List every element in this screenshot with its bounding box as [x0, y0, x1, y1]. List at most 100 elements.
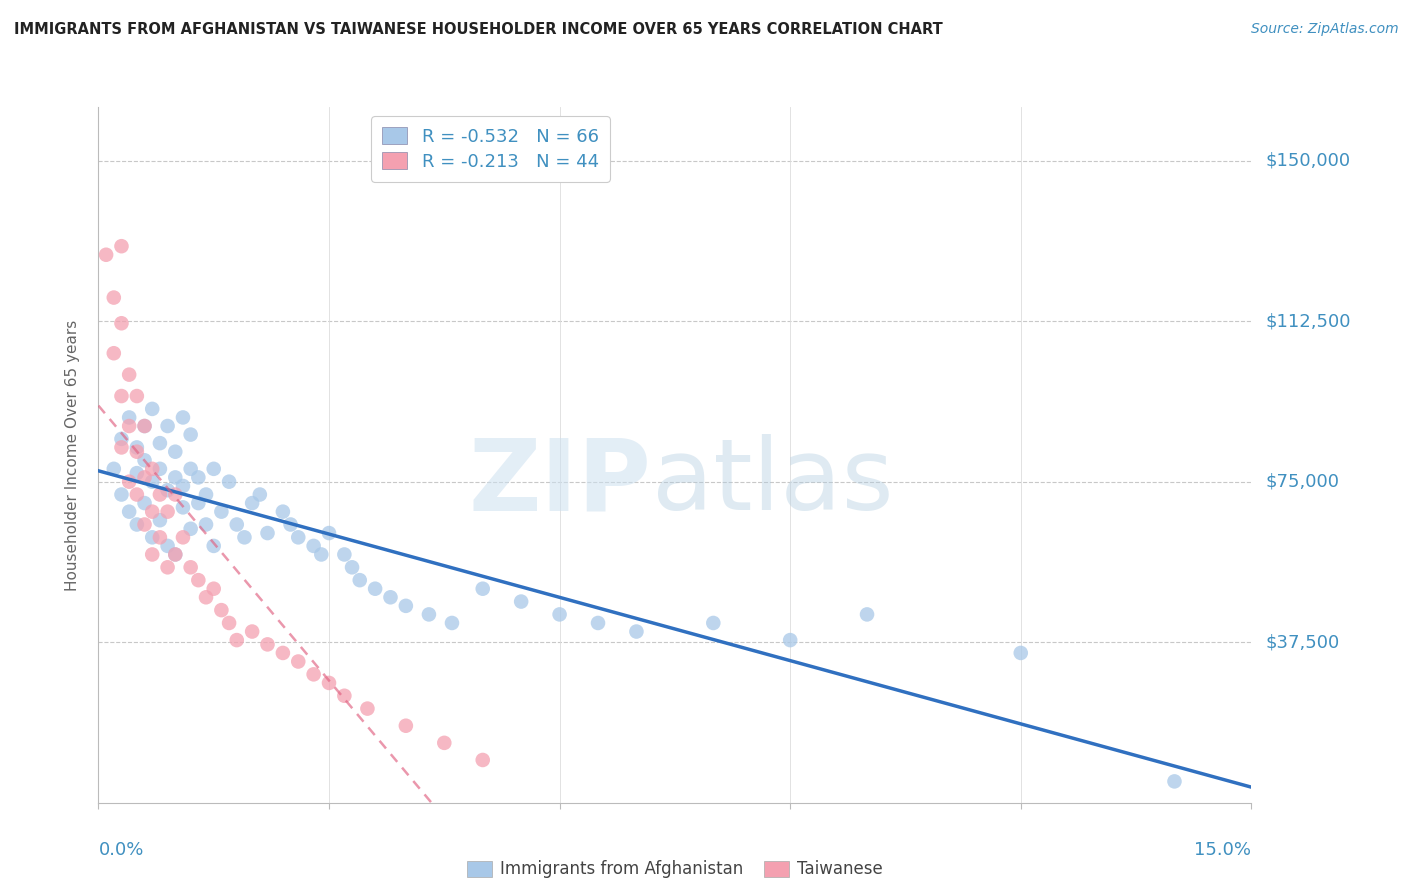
Point: [110, 441, 132, 455]
Point: [141, 401, 163, 416]
Point: [118, 419, 141, 434]
Point: [156, 483, 179, 498]
Point: [287, 655, 309, 669]
Point: [94, 248, 117, 262]
Point: [418, 607, 440, 622]
Point: [180, 427, 202, 442]
Point: [141, 548, 163, 562]
Point: [256, 526, 278, 541]
Point: [1010, 646, 1032, 660]
Point: [271, 646, 294, 660]
Point: [149, 530, 172, 544]
Legend: Immigrants from Afghanistan, Taiwanese: Immigrants from Afghanistan, Taiwanese: [460, 854, 890, 885]
Point: [156, 560, 179, 574]
Point: [440, 615, 463, 630]
Point: [395, 719, 418, 733]
Point: [510, 594, 533, 608]
Point: [340, 560, 363, 574]
Point: [209, 505, 232, 519]
Point: [134, 419, 156, 434]
Point: [225, 633, 247, 648]
Point: [333, 548, 356, 562]
Point: [141, 530, 163, 544]
Point: [240, 496, 263, 510]
Point: [195, 517, 218, 532]
Text: 0.0%: 0.0%: [98, 841, 143, 859]
Point: [856, 607, 879, 622]
Point: [118, 475, 141, 489]
Point: [156, 419, 179, 434]
Point: [149, 462, 172, 476]
Point: [209, 603, 232, 617]
Point: [195, 591, 218, 605]
Point: [318, 526, 340, 541]
Point: [180, 462, 202, 476]
Point: [302, 539, 325, 553]
Point: [110, 432, 132, 446]
Point: [103, 462, 125, 476]
Point: [156, 505, 179, 519]
Point: [271, 505, 294, 519]
Point: [149, 436, 172, 450]
Point: [433, 736, 456, 750]
Point: [134, 419, 156, 434]
Point: [202, 582, 225, 596]
Point: [180, 560, 202, 574]
Point: [125, 441, 148, 455]
Point: [779, 633, 801, 648]
Point: [626, 624, 648, 639]
Text: atlas: atlas: [652, 434, 893, 532]
Point: [110, 487, 132, 501]
Point: [380, 591, 402, 605]
Point: [395, 599, 418, 613]
Point: [110, 389, 132, 403]
Point: [149, 487, 172, 501]
Point: [172, 500, 194, 515]
Point: [141, 505, 163, 519]
Text: IMMIGRANTS FROM AFGHANISTAN VS TAIWANESE HOUSEHOLDER INCOME OVER 65 YEARS CORREL: IMMIGRANTS FROM AFGHANISTAN VS TAIWANESE…: [14, 22, 943, 37]
Point: [125, 487, 148, 501]
Point: [118, 410, 141, 425]
Point: [134, 496, 156, 510]
Point: [349, 573, 371, 587]
Point: [134, 470, 156, 484]
Point: [225, 517, 247, 532]
Point: [125, 517, 148, 532]
Point: [302, 667, 325, 681]
Point: [202, 539, 225, 553]
Text: 15.0%: 15.0%: [1194, 841, 1251, 859]
Point: [125, 389, 148, 403]
Point: [333, 689, 356, 703]
Point: [134, 453, 156, 467]
Point: [702, 615, 724, 630]
Point: [233, 530, 256, 544]
Point: [280, 517, 302, 532]
Point: [141, 462, 163, 476]
Y-axis label: Householder Income Over 65 years: Householder Income Over 65 years: [65, 319, 80, 591]
Point: [165, 470, 187, 484]
Point: [165, 548, 187, 562]
Point: [548, 607, 571, 622]
Text: Source: ZipAtlas.com: Source: ZipAtlas.com: [1251, 22, 1399, 37]
Point: [195, 487, 218, 501]
Point: [256, 637, 278, 651]
Point: [218, 475, 240, 489]
Point: [103, 291, 125, 305]
Point: [134, 517, 156, 532]
Text: $112,500: $112,500: [1265, 312, 1351, 330]
Point: [110, 316, 132, 330]
Point: [172, 410, 194, 425]
Point: [471, 582, 494, 596]
Point: [165, 487, 187, 501]
Point: [364, 582, 387, 596]
Point: [172, 530, 194, 544]
Point: [187, 496, 209, 510]
Text: ZIP: ZIP: [470, 434, 652, 532]
Point: [149, 513, 172, 527]
Point: [165, 548, 187, 562]
Point: [218, 615, 240, 630]
Point: [165, 444, 187, 458]
Point: [287, 530, 309, 544]
Text: $150,000: $150,000: [1265, 152, 1350, 169]
Point: [118, 505, 141, 519]
